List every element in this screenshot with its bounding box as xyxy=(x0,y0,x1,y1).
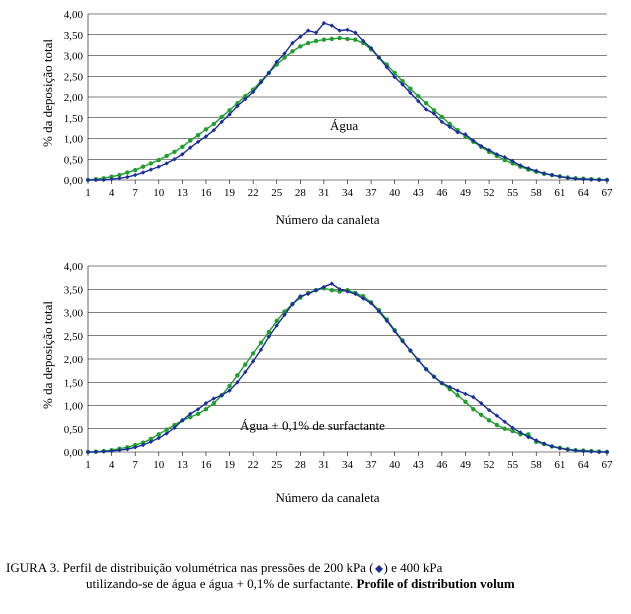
svg-text:2,50: 2,50 xyxy=(64,71,84,83)
svg-text:2,50: 2,50 xyxy=(64,331,84,343)
chart-agua-svg: 0,00 0,50 1,00 1,50 2,00 2,50 3,00 3,50 4,00 1 4 7 1… xyxy=(40,8,615,208)
svg-text:4: 4 xyxy=(109,187,115,199)
svg-text:43: 43 xyxy=(413,187,425,199)
svg-text:46: 46 xyxy=(436,459,448,471)
svg-text:0,00: 0,00 xyxy=(64,175,84,187)
svg-text:34: 34 xyxy=(342,459,354,471)
svg-text:46: 46 xyxy=(436,187,448,199)
svg-text:10: 10 xyxy=(153,187,165,199)
svg-text:1: 1 xyxy=(85,187,91,199)
svg-text:61: 61 xyxy=(554,459,565,471)
svg-text:13: 13 xyxy=(177,459,189,471)
svg-text:16: 16 xyxy=(200,459,212,471)
chart-inner-label: Água + 0,1% de surfactante xyxy=(240,418,385,434)
chart-agua: % da deposição total 0,00 0,50 1,00 1,50 2,0… xyxy=(40,8,615,228)
svg-text:31: 31 xyxy=(318,187,329,199)
svg-text:16: 16 xyxy=(200,187,212,199)
svg-text:0,00: 0,00 xyxy=(64,447,84,459)
diamond-icon xyxy=(374,564,384,574)
svg-text:4,00: 4,00 xyxy=(64,9,84,21)
svg-text:4: 4 xyxy=(109,459,115,471)
svg-text:22: 22 xyxy=(248,459,259,471)
svg-text:22: 22 xyxy=(248,187,259,199)
chart-surfactante-svg: 0,00 0,50 1,00 1,50 2,00 2,50 3,00 3,50 4,00 1 4 7 1… xyxy=(40,260,615,480)
svg-text:25: 25 xyxy=(271,187,283,199)
caption-text: IGURA 3. Perfil de distribuição volumétr… xyxy=(6,560,374,575)
svg-text:7: 7 xyxy=(132,187,138,199)
svg-text:3,50: 3,50 xyxy=(64,30,84,42)
svg-text:19: 19 xyxy=(224,187,236,199)
svg-text:1,50: 1,50 xyxy=(64,113,84,125)
svg-text:43: 43 xyxy=(413,459,425,471)
svg-text:52: 52 xyxy=(484,187,495,199)
chart-inner-label: Água xyxy=(330,118,358,134)
x-axis-title: Número da canaleta xyxy=(40,490,615,506)
svg-text:25: 25 xyxy=(271,459,283,471)
svg-text:13: 13 xyxy=(177,187,189,199)
svg-text:55: 55 xyxy=(507,459,519,471)
svg-text:40: 40 xyxy=(389,459,401,471)
svg-text:31: 31 xyxy=(318,459,329,471)
caption-text: utilizando-se de água e água + 0,1% de s… xyxy=(86,576,356,591)
svg-text:67: 67 xyxy=(602,459,614,471)
svg-text:61: 61 xyxy=(554,187,565,199)
svg-text:1: 1 xyxy=(85,459,91,471)
svg-text:0,50: 0,50 xyxy=(64,424,84,436)
svg-text:58: 58 xyxy=(531,187,543,199)
svg-text:4,00: 4,00 xyxy=(64,261,84,273)
svg-text:37: 37 xyxy=(366,187,378,199)
svg-text:55: 55 xyxy=(507,187,519,199)
svg-text:0,50: 0,50 xyxy=(64,154,84,166)
svg-text:64: 64 xyxy=(578,459,590,471)
svg-text:34: 34 xyxy=(342,187,354,199)
svg-text:58: 58 xyxy=(531,459,543,471)
svg-text:1,00: 1,00 xyxy=(64,401,84,413)
svg-text:10: 10 xyxy=(153,459,165,471)
svg-text:7: 7 xyxy=(132,459,138,471)
caption-text: ) e 400 kPa xyxy=(384,560,443,575)
svg-text:1,00: 1,00 xyxy=(64,134,84,146)
y-axis-title: % da deposição total xyxy=(40,39,56,147)
svg-text:49: 49 xyxy=(460,459,472,471)
x-axis-title: Número da canaleta xyxy=(40,212,615,228)
svg-text:1,50: 1,50 xyxy=(64,377,84,389)
svg-text:40: 40 xyxy=(389,187,401,199)
svg-text:2,00: 2,00 xyxy=(64,354,84,366)
svg-text:64: 64 xyxy=(578,187,590,199)
y-axis-title: % da deposição total xyxy=(40,301,56,409)
figure-caption: IGURA 3. Perfil de distribuição volumétr… xyxy=(0,560,631,593)
svg-text:3,00: 3,00 xyxy=(64,51,84,63)
svg-text:28: 28 xyxy=(295,187,307,199)
svg-text:19: 19 xyxy=(224,459,236,471)
svg-text:49: 49 xyxy=(460,187,472,199)
svg-text:37: 37 xyxy=(366,459,378,471)
svg-text:3,50: 3,50 xyxy=(64,284,84,296)
svg-text:28: 28 xyxy=(295,459,307,471)
svg-text:3,00: 3,00 xyxy=(64,308,84,320)
chart-surfactante: % da deposição total 0,00 0,50 1,00 1,50 2,0… xyxy=(40,260,615,506)
svg-text:2,00: 2,00 xyxy=(64,92,84,104)
svg-text:52: 52 xyxy=(484,459,495,471)
svg-text:67: 67 xyxy=(602,187,614,199)
caption-text-bold: Profile of distribution volum xyxy=(356,576,514,591)
